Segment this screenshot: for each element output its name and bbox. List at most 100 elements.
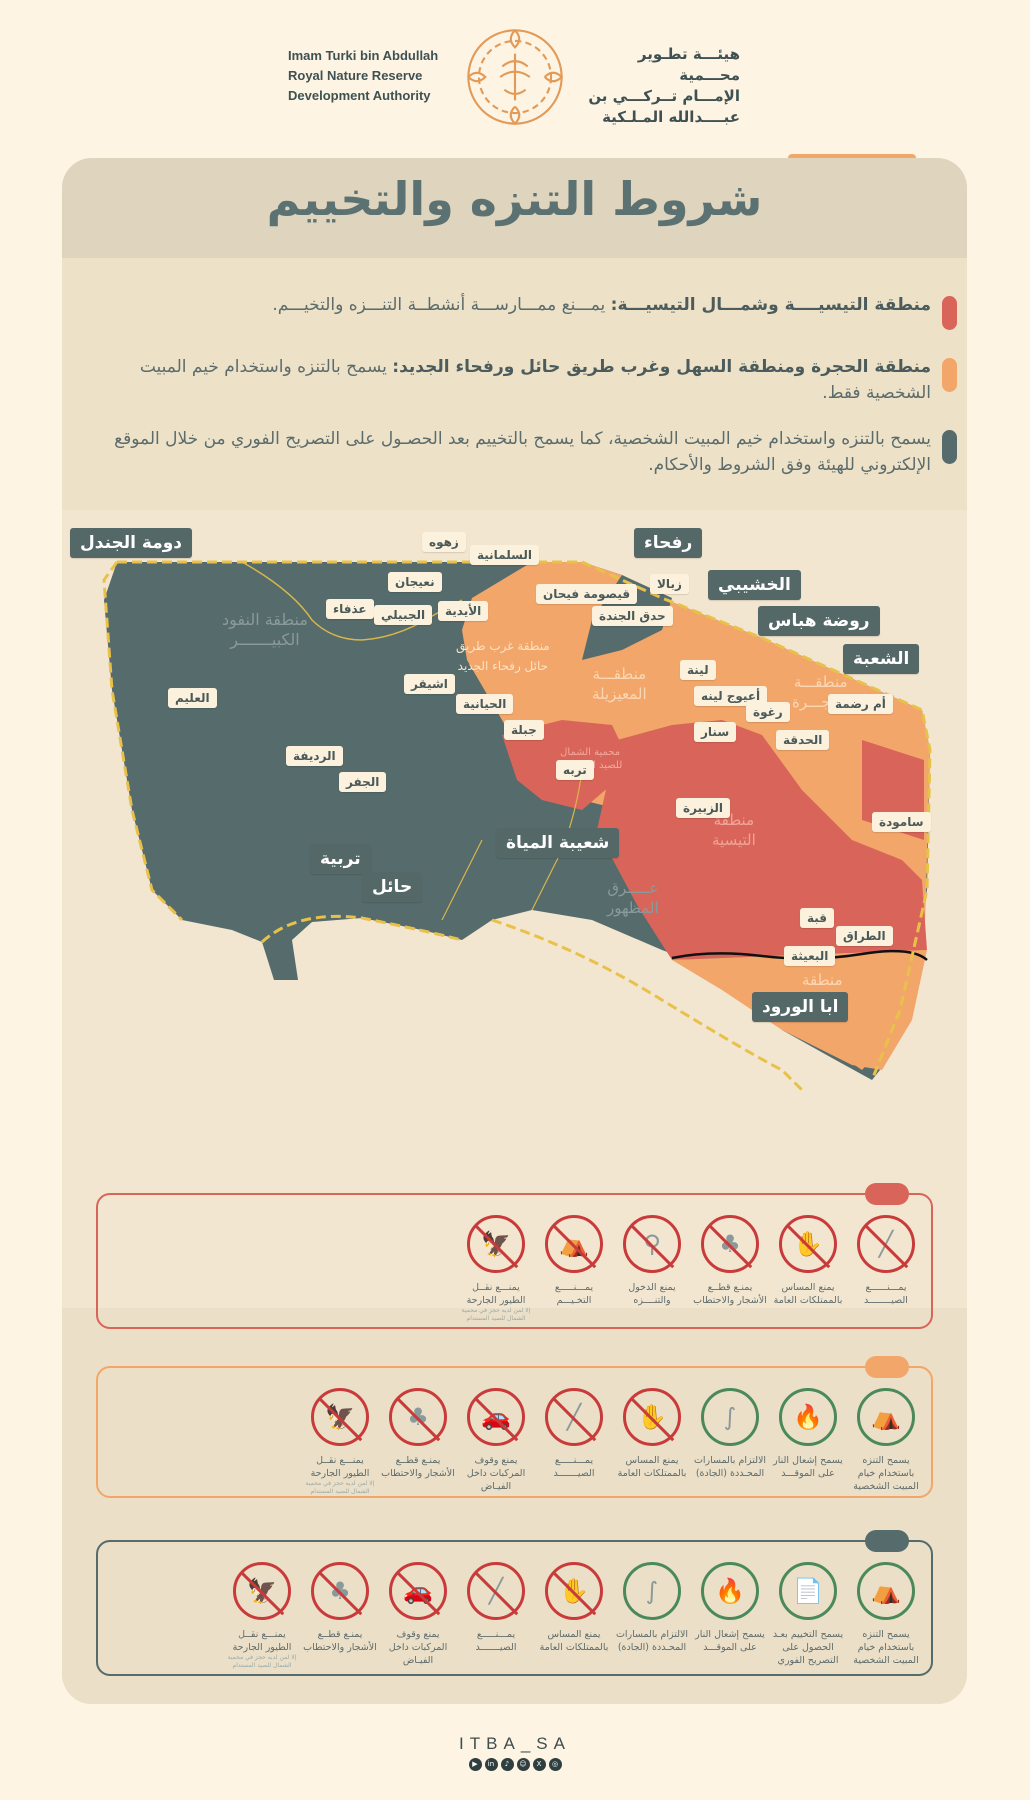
rule-no-parking-meadows: 🚗 يمنع وقوف المركبات داخل الفيـاض	[387, 1562, 449, 1670]
place-hadaqah[interactable]: الحدقة	[776, 730, 830, 750]
city-rafha[interactable]: رفحاء	[634, 528, 703, 558]
place-um-radmah[interactable]: أم رضمة	[828, 694, 893, 714]
hand-icon: ✋	[779, 1215, 837, 1273]
rule-dark-zone: يسمح بالتنزه واستخدام خيم المبيت الشخصية…	[111, 426, 957, 478]
place-adhfa[interactable]: عذفاء	[326, 599, 374, 619]
city-shuba[interactable]: الشعبة	[843, 644, 920, 674]
instagram-icon[interactable]: ◎	[548, 1758, 562, 1771]
place-radifah[interactable]: الرديفة	[286, 746, 343, 766]
zone-west-road: منطقة غرب طريق حائل رفحاء الجديد	[456, 639, 550, 673]
place-linah[interactable]: لينة	[680, 660, 716, 680]
rule-no-tree-cutting: ♣ يمنـع قطــع الأشجار والاحتطاب	[693, 1215, 767, 1323]
snapchat-icon[interactable]: ☺	[516, 1758, 530, 1771]
place-jubbah[interactable]: جبلة	[504, 720, 544, 740]
place-qaysumat-fayhan[interactable]: قيصومة فيحان	[536, 584, 638, 604]
dark-zone-marker	[942, 430, 957, 464]
tiktok-icon[interactable]: ♪	[500, 1758, 514, 1771]
city-shuaybat-almiyah[interactable]: شعيبة المياة	[496, 828, 620, 858]
icon-row: ⛺ يسمح التنزه باستخدام خيام المبيت الشخصي…	[306, 1388, 919, 1496]
falcon-icon: 🦅	[311, 1388, 369, 1446]
rule-camping-with-permit: 📄 يسمح التخييم بعـد الحصول على التصريح ال…	[773, 1562, 843, 1670]
fire-icon: 🔥	[779, 1388, 837, 1446]
falcon-icon: 🦅	[233, 1562, 291, 1620]
rule-zone-name: منطقة التيسيــــة وشمـــال التيسيـــة:	[610, 295, 931, 315]
place-nuayjan[interactable]: نعيجان	[388, 572, 442, 592]
place-turaq[interactable]: الطراق	[836, 926, 893, 946]
panel-prohibited-zone: ╱ يمـــنــــــع الصيــــــــد ✋ يمنع المسا…	[96, 1183, 933, 1329]
panel-limited-zone: ⛺ يسمح التنزه باستخدام خيام المبيت الشخصي…	[96, 1356, 933, 1498]
road-icon: ∫	[623, 1562, 681, 1620]
place-buaythah[interactable]: البعيثة	[784, 946, 836, 966]
rule-orange-zone: منطقة الحجرة ومنطقة السهل وغرب طريق حائل…	[111, 354, 957, 406]
place-aidiyah[interactable]: الأيدية	[438, 601, 489, 621]
org-en-line-1: Imam Turki bin Abdullah	[288, 48, 439, 63]
place-salmaniyah[interactable]: السلمانية	[470, 545, 539, 565]
rifle-icon: ╱	[545, 1388, 603, 1446]
main-card: شروط التنزه والتخييم منطقة التيسيــــة و…	[62, 158, 967, 1704]
title-band: شروط التنزه والتخييم	[62, 158, 967, 258]
place-zahwah[interactable]: زهوه	[422, 532, 466, 552]
orange-zone-marker	[942, 358, 957, 392]
car-icon: 🚗	[389, 1562, 447, 1620]
place-sinar[interactable]: سنار	[694, 722, 737, 742]
car-icon: 🚗	[467, 1388, 525, 1446]
rule-text: يسمح بالتنزه واستخدام خيم المبيت الشخصية…	[139, 357, 931, 403]
place-hadaq-aljanda[interactable]: حدق الجندة	[592, 606, 673, 626]
social-handle: ITBA_SA	[459, 1734, 571, 1753]
place-ushayqir[interactable]: اشيقر	[404, 674, 455, 694]
panel-permitted-zone: ⛺ يسمح التنزه باستخدام خيام المبيت الشخصي…	[96, 1530, 933, 1676]
city-hail[interactable]: حائل	[362, 872, 423, 902]
hand-icon: ✋	[545, 1562, 603, 1620]
org-ar-line-2: الإمـــام تــركـــي بن	[588, 87, 740, 105]
tree-icon: ♣	[701, 1215, 759, 1273]
rule-zone-name: منطقة الحجرة ومنطقة السهل وغرب طريق حائل…	[392, 357, 931, 377]
rule-no-hunting: ╱ يمـــنـــــع الصيـــــــد	[465, 1562, 527, 1670]
rule-no-touching-property: ✋ يمنع المساس بالممتلكات العامة	[540, 1562, 608, 1670]
place-jubaili[interactable]: الجبيلي	[374, 605, 433, 625]
rule-red-zone: منطقة التيسيــــة وشمـــال التيسيـــة: ي…	[111, 292, 957, 330]
linkedin-icon[interactable]: in	[484, 1758, 498, 1771]
rule-no-raptors: 🦅 يمنـــع نقــل الطيور الجارحة إلا لمن لدي…	[462, 1215, 530, 1323]
place-raghwah[interactable]: رغوة	[746, 702, 790, 722]
place-aayuj-linah[interactable]: أعيوج لينه	[694, 686, 768, 706]
falcon-icon: 🦅	[467, 1215, 525, 1273]
tree-icon: ♣	[389, 1388, 447, 1446]
dome-tent-icon: ⛺	[857, 1562, 915, 1620]
rule-fire-on-stove: 🔥 يسمح إشعال النار على الموقـــد	[695, 1562, 765, 1670]
zone-mazhour: عـــــرق المظهور	[607, 879, 659, 917]
city-rawdat-habbas[interactable]: روضة هباس	[758, 606, 880, 636]
rifle-icon: ╱	[857, 1215, 915, 1273]
rule-text: يمـــنع ممـــارســـة أنشطــة التنـــزه و…	[272, 295, 611, 315]
panel-color-tab	[865, 1356, 909, 1378]
rule-no-hunting: ╱ يمـــنــــــع الصيــــــــد	[855, 1215, 917, 1323]
city-aba-alwurud[interactable]: ابا الورود	[752, 992, 849, 1022]
zone-nafud: منطقة النفود الكبيـــــــر	[222, 610, 308, 649]
org-name-arabic: هيئـــة تطـوير محـــمية الإمـــام تــركـ…	[578, 44, 740, 128]
red-zone-marker	[942, 296, 957, 330]
x-icon[interactable]: X	[532, 1758, 546, 1771]
rule-no-entry: ⚲ يمنع الدخول والتنــــزه	[621, 1215, 683, 1323]
place-qubbah[interactable]: قبة	[800, 908, 835, 928]
place-hayyaniyah[interactable]: الحيانية	[456, 694, 514, 714]
rule-designated-tracks: ∫ الالتزام بالمسارات المحـددة (الجادة)	[616, 1562, 688, 1670]
place-jafr[interactable]: الجفر	[339, 772, 387, 792]
place-turbah-small[interactable]: تربه	[556, 760, 594, 780]
walker-icon: ⚲	[623, 1215, 681, 1273]
place-zabala[interactable]: زبالا	[650, 574, 689, 594]
icon-row: ⛺ يسمح التنزه باستخدام خيام المبيت الشخصي…	[228, 1562, 919, 1670]
icon-row: ╱ يمـــنــــــع الصيــــــــد ✋ يمنع المسا…	[462, 1215, 917, 1323]
place-zubayrah[interactable]: الزبيرة	[676, 798, 731, 818]
permit-tent-icon: 📄	[779, 1562, 837, 1620]
place-ulaym[interactable]: العليم	[168, 688, 217, 708]
city-dumat-aljandal[interactable]: دومة الجندل	[70, 528, 193, 558]
zone-muaizila: منطقـــة المعيزيلة	[592, 665, 647, 703]
rule-personal-tents: ⛺ يسمح التنزه باستخدام خيام المبيت الشخصي…	[853, 1562, 919, 1670]
rule-no-raptors: 🦅 يمنـــع نقــل الطيور الجارحة إلا لمن لدي…	[228, 1562, 296, 1670]
city-turbah[interactable]: تربية	[310, 844, 371, 874]
city-khushaybi[interactable]: الخشيبي	[708, 570, 801, 600]
youtube-icon[interactable]: ▶	[468, 1758, 482, 1771]
rule-no-raptors: 🦅 يمنـــع نقــل الطيور الجارحة إلا لمن لدي…	[306, 1388, 374, 1496]
org-en-line-3: Development Authority	[288, 88, 431, 103]
place-samudah[interactable]: سامودة	[872, 812, 931, 832]
rule-no-touching-property: ✋ يمنع المساس بالممتلكات العامة	[774, 1215, 842, 1323]
